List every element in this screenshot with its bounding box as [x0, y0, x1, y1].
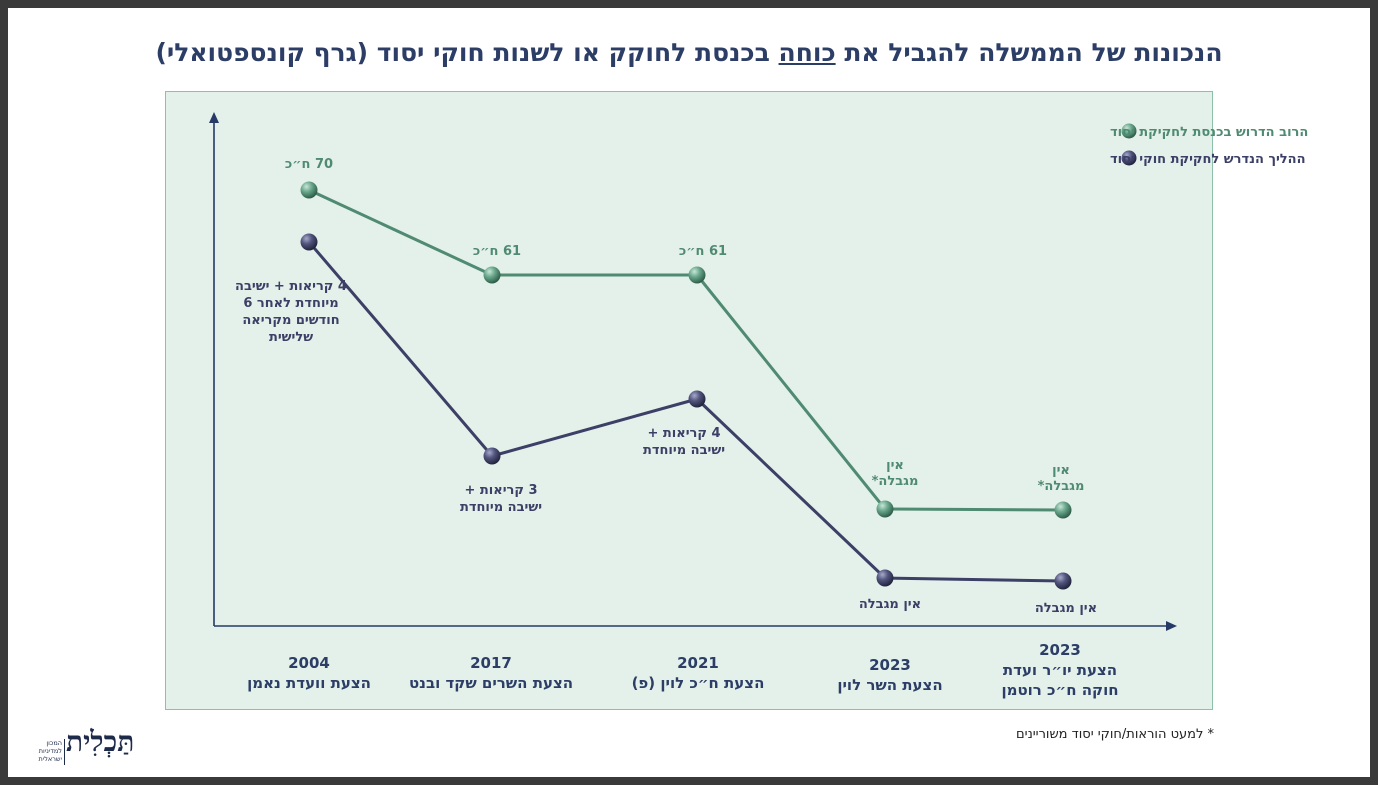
- x-axis-labels: 2004 הצעת וועדת נאמן 2017 הצעת השרים שקד וב…: [247, 641, 1118, 699]
- title-part-2: בכנסת לחוקק או לשנות חוקי יסוד (גרף קונס…: [155, 38, 779, 67]
- logo-divider: [64, 739, 65, 765]
- x-tick-label: הצעת וועדת נאמן: [247, 674, 371, 692]
- data-label-green-line: 61 ח״כ: [473, 244, 521, 259]
- data-point-navy: [483, 447, 501, 465]
- data-point-navy: [688, 390, 706, 408]
- data-label-navy: אין מגבלה: [859, 597, 921, 612]
- data-point-green: [1054, 501, 1072, 519]
- footnote: * למעט הוראות/חוקי יסוד משוריינים: [1016, 727, 1214, 742]
- x-tick-label: הצעת יו״ר ועדת חוקה ח״כ רוטמן: [1001, 661, 1118, 699]
- page-title: הנכונות של הממשלה להגביל את כוחה בכנסת ל…: [0, 38, 1378, 67]
- data-label-green: 70 ח״כ: [285, 157, 333, 172]
- x-tick-label-line: הצעת השר לוין: [837, 676, 942, 694]
- data-point-green: [300, 181, 318, 199]
- series-points: [300, 181, 1072, 590]
- legend-label-navy: ההליך הנדרש לחקיקת חוקי יסוד: [1110, 152, 1306, 167]
- data-label-navy: 4 קריאות + ישיבה מיוחדת לאחר 6 חודשים מקרי…: [235, 279, 347, 345]
- data-label-navy-line: ישיבה מיוחדת: [460, 500, 542, 515]
- x-tick-label-line: הצעת וועדת נאמן: [247, 674, 371, 692]
- x-tick-label-line: הצעת יו״ר ועדת: [1003, 661, 1117, 679]
- x-tick-year: 2023: [1039, 641, 1081, 659]
- data-point-navy: [876, 569, 894, 587]
- legend-label-green: הרוב הדרוש בכנסת לחקיקת יסוד: [1110, 125, 1308, 140]
- logo: המכון למדיניות ישראלית תַּכְלִית: [32, 725, 135, 767]
- data-label-green-line: אין: [1052, 463, 1070, 478]
- data-label-green: 61 ח״כ: [473, 244, 521, 259]
- series-line-green: [308, 188, 1064, 512]
- x-tick-label-line: הצעת ח״כ לוין (פ): [632, 674, 765, 692]
- data-label-green-line: 61 ח״כ: [679, 244, 727, 259]
- x-tick-year: 2017: [470, 654, 512, 672]
- data-point-navy: [1054, 572, 1072, 590]
- chart-axes: [209, 112, 1177, 631]
- x-tick-year: 2021: [677, 654, 719, 672]
- data-point-green: [688, 266, 706, 284]
- data-label-green: אין מגבלה*: [1038, 463, 1085, 494]
- data-label-green: 61 ח״כ: [679, 244, 727, 259]
- data-label-navy-line: 4 קריאות + ישיבה: [235, 279, 347, 294]
- data-label-green: אין מגבלה*: [872, 458, 919, 489]
- data-label-navy: 4 קריאות + ישיבה מיוחדת: [643, 426, 725, 458]
- data-label-navy-line: אין מגבלה: [859, 597, 921, 612]
- data-label-navy-line: 3 קריאות +: [464, 483, 537, 498]
- x-tick-label: הצעת ח״כ לוין (פ): [632, 674, 765, 692]
- legend: הרוב הדרוש בכנסת לחקיקת יסוד ההליך הנדרש …: [1110, 123, 1308, 167]
- y-axis-arrow: [209, 112, 219, 123]
- x-axis-arrow: [1166, 621, 1177, 631]
- x-tick-year: 2023: [869, 656, 911, 674]
- x-tick-label: הצעת השר לוין: [837, 676, 942, 694]
- legend-marker-navy: [1121, 150, 1137, 166]
- data-label-navy: 3 קריאות + ישיבה מיוחדת: [460, 483, 542, 515]
- x-tick-label-line: הצעת השרים שקד ובנט: [409, 674, 573, 692]
- data-label-green-line: מגבלה*: [1038, 479, 1085, 494]
- x-tick-year: 2004: [288, 654, 330, 672]
- data-label-navy-line: שלישית: [269, 330, 313, 345]
- data-label-navy-line: אין מגבלה: [1035, 601, 1097, 616]
- data-label-navy: אין מגבלה: [1035, 601, 1097, 616]
- title-part-1: הנכונות של הממשלה להגביל את: [835, 38, 1223, 67]
- legend-marker-green: [1121, 123, 1137, 139]
- x-tick-label: הצעת השרים שקד ובנט: [409, 674, 573, 692]
- data-label-navy-line: מיוחדת לאחר 6: [243, 296, 338, 311]
- data-label-green-line: 70 ח״כ: [285, 157, 333, 172]
- data-label-navy-line: חודשים מקריאה: [242, 313, 339, 328]
- logo-subtitle: המכון למדיניות ישראלית: [38, 739, 63, 763]
- data-point-navy: [300, 233, 318, 251]
- data-point-green: [876, 500, 894, 518]
- logo-name: תַּכְלִית: [66, 725, 135, 758]
- data-label-green-line: אין: [886, 458, 904, 473]
- data-label-navy-line: 4 קריאות +: [647, 426, 720, 441]
- series-line-navy: [307, 241, 1064, 583]
- data-label-green-line: מגבלה*: [872, 474, 919, 489]
- data-point-green: [483, 266, 501, 284]
- data-label-navy-line: ישיבה מיוחדת: [643, 443, 725, 458]
- title-underlined-word: כוחה: [778, 38, 836, 67]
- x-tick-label-line: חוקה ח״כ רוטמן: [1001, 681, 1118, 699]
